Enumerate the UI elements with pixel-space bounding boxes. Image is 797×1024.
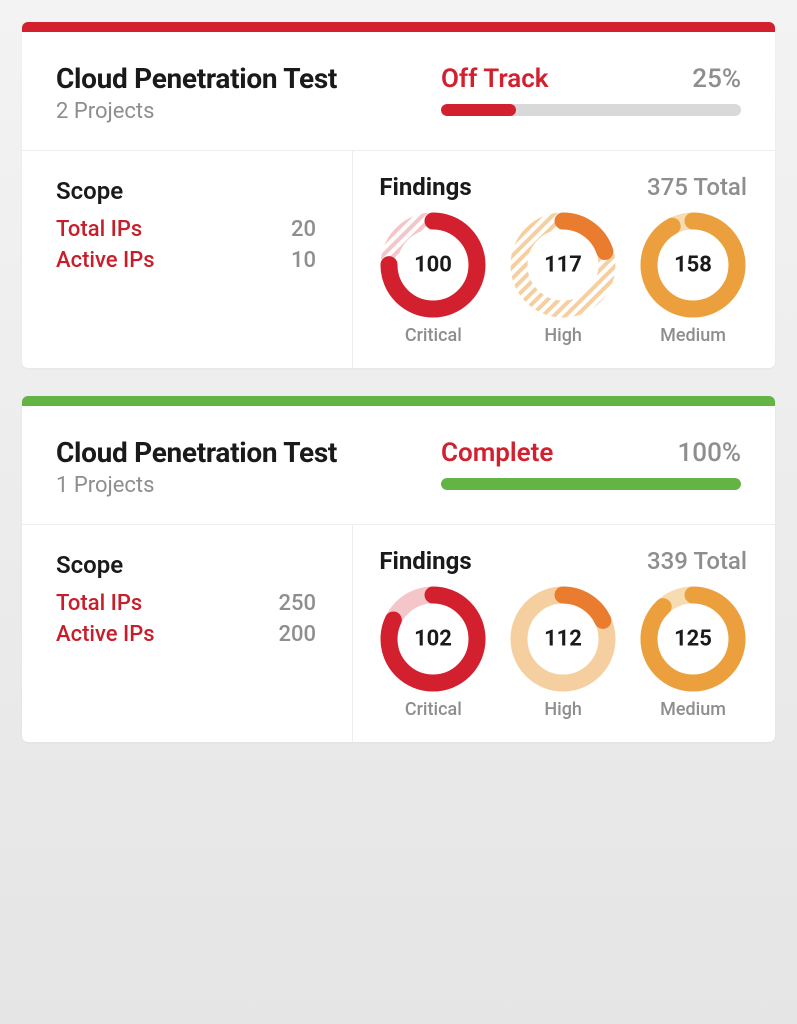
status-label: Complete	[441, 438, 553, 468]
donut-label: Critical	[405, 325, 462, 346]
progress-bar	[441, 104, 741, 116]
donut-chart: 158	[639, 211, 747, 319]
scope-value: 200	[278, 622, 316, 647]
donut-value: 117	[544, 253, 582, 278]
finding-donut: 125 Medium	[639, 585, 747, 720]
pentest-card: Cloud Penetration Test 2 Projects Off Tr…	[22, 22, 775, 368]
findings-total: 339 Total	[647, 547, 747, 575]
progress-percent: 100%	[678, 438, 741, 468]
card-accent-bar	[22, 396, 775, 406]
scope-row: Active IPs 10	[56, 248, 316, 273]
scope-title: Scope	[56, 177, 318, 205]
finding-donut: 100 Critical	[379, 211, 487, 346]
scope-row: Total IPs 20	[56, 217, 316, 242]
findings-panel: Findings 375 Total 100 Critical	[353, 151, 775, 368]
donut-value: 100	[414, 253, 452, 278]
donut-label: High	[544, 699, 582, 720]
card-subtitle: 1 Projects	[56, 473, 441, 498]
donut-label: Medium	[660, 699, 726, 720]
finding-donut: 158 Medium	[639, 211, 747, 346]
findings-panel: Findings 339 Total 102 Critical	[353, 525, 775, 742]
progress-fill	[441, 104, 516, 116]
donut-chart: 112	[509, 585, 617, 693]
donut-chart: 100	[379, 211, 487, 319]
progress-fill	[441, 478, 741, 490]
donut-label: High	[544, 325, 582, 346]
status-label: Off Track	[441, 64, 549, 94]
scope-label: Active IPs	[56, 248, 155, 273]
donut-value: 102	[414, 627, 452, 652]
card-header: Cloud Penetration Test 2 Projects Off Tr…	[22, 32, 775, 150]
finding-donut: 112 High	[509, 585, 617, 720]
donut-chart: 117	[509, 211, 617, 319]
card-title: Cloud Penetration Test	[56, 62, 441, 95]
findings-total: 375 Total	[647, 173, 747, 201]
scope-row: Active IPs 200	[56, 622, 316, 647]
donut-chart: 102	[379, 585, 487, 693]
donut-value: 112	[544, 627, 582, 652]
scope-row: Total IPs 250	[56, 591, 316, 616]
scope-panel: Scope Total IPs 250 Active IPs 200	[22, 525, 353, 742]
scope-title: Scope	[56, 551, 318, 579]
card-subtitle: 2 Projects	[56, 99, 441, 124]
scope-panel: Scope Total IPs 20 Active IPs 10	[22, 151, 353, 368]
donut-value: 158	[674, 253, 712, 278]
donut-value: 125	[674, 627, 712, 652]
scope-value: 10	[291, 248, 316, 273]
donut-label: Medium	[660, 325, 726, 346]
finding-donut: 117 High	[509, 211, 617, 346]
progress-bar	[441, 478, 741, 490]
finding-donut: 102 Critical	[379, 585, 487, 720]
findings-title: Findings	[379, 547, 471, 575]
card-accent-bar	[22, 22, 775, 32]
donut-chart: 125	[639, 585, 747, 693]
donut-label: Critical	[405, 699, 462, 720]
pentest-card: Cloud Penetration Test 1 Projects Comple…	[22, 396, 775, 742]
progress-percent: 25%	[692, 64, 741, 94]
scope-label: Active IPs	[56, 622, 155, 647]
scope-label: Total IPs	[56, 217, 142, 242]
card-header: Cloud Penetration Test 1 Projects Comple…	[22, 406, 775, 524]
scope-label: Total IPs	[56, 591, 142, 616]
findings-title: Findings	[379, 173, 471, 201]
scope-value: 20	[291, 217, 316, 242]
card-title: Cloud Penetration Test	[56, 436, 441, 469]
scope-value: 250	[278, 591, 316, 616]
